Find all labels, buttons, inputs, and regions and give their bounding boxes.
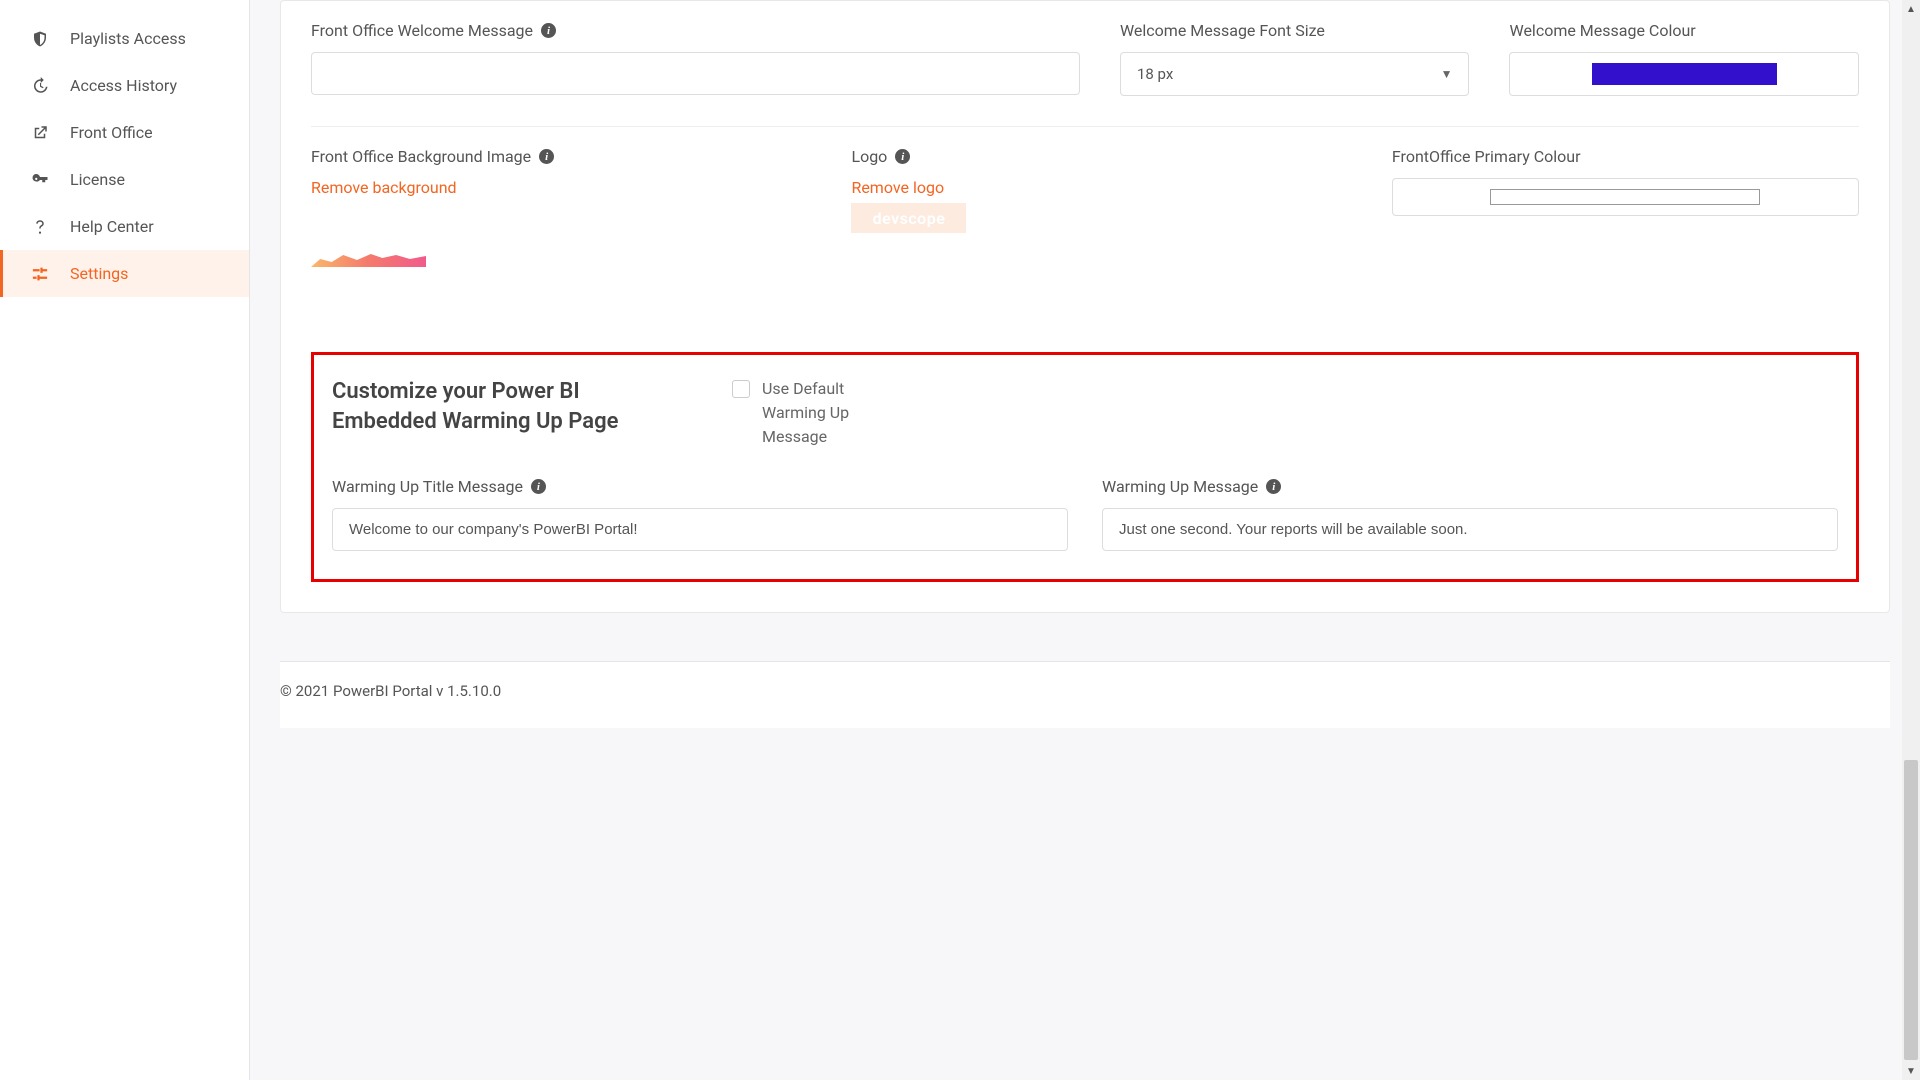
logo-label: Logo	[851, 147, 887, 166]
sidebar-item-settings[interactable]: Settings	[0, 250, 249, 297]
history-icon	[28, 77, 52, 95]
info-icon[interactable]: i	[895, 149, 910, 164]
sidebar: Playlists Access Access History Front Of…	[0, 0, 250, 1080]
remove-logo-link[interactable]: Remove logo	[851, 178, 1351, 197]
scrollbar[interactable]: ▲ ▼	[1902, 0, 1920, 1080]
chevron-down-icon: ▼	[1441, 67, 1453, 81]
info-icon[interactable]: i	[539, 149, 554, 164]
font-size-value: 18 px	[1137, 65, 1173, 83]
sidebar-item-access-history[interactable]: Access History	[0, 62, 249, 109]
welcome-colour-swatch	[1592, 63, 1777, 85]
sliders-icon	[28, 265, 52, 283]
settings-card: Front Office Welcome Message i Welcome M…	[280, 0, 1890, 613]
sidebar-item-label: License	[70, 170, 125, 189]
use-default-checkbox-row[interactable]: Use Default Warming Up Message	[732, 377, 882, 449]
sidebar-item-label: Access History	[70, 76, 177, 95]
sidebar-item-label: Playlists Access	[70, 29, 186, 48]
info-icon[interactable]: i	[1266, 479, 1281, 494]
warming-title-label: Warming Up Title Message	[332, 477, 523, 496]
scroll-down-icon[interactable]: ▼	[1902, 1062, 1920, 1080]
background-preview	[311, 247, 426, 267]
welcome-colour-picker[interactable]	[1509, 52, 1859, 96]
sidebar-item-front-office[interactable]: Front Office	[0, 109, 249, 156]
external-icon	[28, 124, 52, 142]
primary-colour-swatch	[1490, 189, 1760, 205]
warming-section-title: Customize your Power BI Embedded Warming…	[332, 377, 642, 436]
info-icon[interactable]: i	[541, 23, 556, 38]
welcome-message-label: Front Office Welcome Message	[311, 21, 533, 40]
welcome-colour-label: Welcome Message Colour	[1509, 21, 1695, 40]
primary-colour-label: FrontOffice Primary Colour	[1392, 147, 1581, 166]
sidebar-item-help-center[interactable]: Help Center	[0, 203, 249, 250]
sidebar-item-label: Front Office	[70, 123, 153, 142]
info-icon[interactable]: i	[531, 479, 546, 494]
question-icon	[28, 218, 52, 236]
footer: © 2021 PowerBI Portal v 1.5.10.0	[280, 661, 1890, 728]
sidebar-item-license[interactable]: License	[0, 156, 249, 203]
logo-preview: devscope	[851, 203, 966, 233]
sidebar-item-label: Settings	[70, 264, 128, 283]
font-size-label: Welcome Message Font Size	[1120, 21, 1325, 40]
sidebar-item-label: Help Center	[70, 217, 154, 236]
font-size-select[interactable]: 18 px ▼	[1120, 52, 1470, 96]
key-icon	[28, 171, 52, 189]
scroll-thumb[interactable]	[1904, 760, 1918, 1060]
copyright-text: © 2021 PowerBI Portal v 1.5.10.0	[280, 682, 501, 700]
shield-icon	[28, 30, 52, 48]
warming-message-label: Warming Up Message	[1102, 477, 1258, 496]
primary-colour-picker[interactable]	[1392, 178, 1859, 216]
warming-message-input[interactable]	[1102, 508, 1838, 551]
welcome-message-input[interactable]	[311, 52, 1080, 95]
bg-image-label: Front Office Background Image	[311, 147, 531, 166]
warming-up-section: Customize your Power BI Embedded Warming…	[311, 352, 1859, 582]
use-default-checkbox[interactable]	[732, 380, 750, 398]
remove-background-link[interactable]: Remove background	[311, 178, 811, 197]
sidebar-item-playlists-access[interactable]: Playlists Access	[0, 15, 249, 62]
main-content: Front Office Welcome Message i Welcome M…	[250, 0, 1920, 1080]
scroll-up-icon[interactable]: ▲	[1902, 0, 1920, 18]
warming-title-input[interactable]	[332, 508, 1068, 551]
use-default-label: Use Default Warming Up Message	[762, 377, 882, 449]
